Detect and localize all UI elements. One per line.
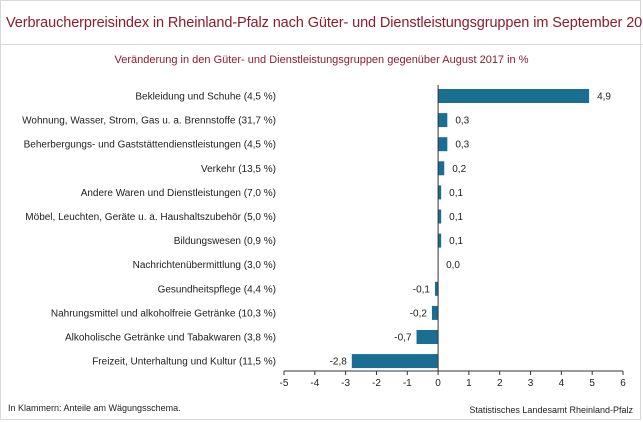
x-tick-label: -2 [372,378,381,389]
bar [438,89,590,103]
bar [438,233,442,248]
value-label: 0,1 [449,188,463,199]
category-label: Beherbergungs- und Gaststättendienstleis… [24,140,276,151]
source-note: Statistisches Landesamt Rheinland-Pfalz [469,405,633,415]
category-label: Alkoholische Getränke und Tabakwaren (3,… [65,333,276,344]
value-label: -0,1 [413,284,431,295]
chart-title: Verbraucherpreisindex in Rheinland-Pfalz… [6,15,643,31]
bar [438,137,448,152]
footnote: In Klammern: Anteile am Wägungsschema. [8,403,181,413]
category-label: Andere Waren und Dienstleistungen (7,0 %… [81,188,276,199]
value-label: -2,8 [330,357,348,368]
value-label: 0,3 [455,116,469,127]
value-label: 0,1 [449,236,463,247]
bar [416,330,439,344]
chart-subtitle: Veränderung in den Güter- und Dienstleis… [114,54,529,66]
x-tick-label: 2 [497,378,503,389]
x-tick-label: 3 [528,378,534,389]
x-tick-label: -4 [310,378,319,389]
category-label: Nahrungsmittel und alkoholfreie Getränke… [51,308,276,319]
category-label: Möbel, Leuchten, Geräte u. a. Haushaltsz… [25,212,276,223]
value-label: -0,7 [394,333,412,344]
x-tick-label: 5 [589,378,595,389]
bar [351,354,439,369]
bar [431,305,439,320]
value-label: 0,2 [452,164,466,175]
x-tick-label: 1 [466,378,472,389]
bar [438,185,442,200]
bar [438,209,442,224]
x-tick-label: -5 [280,378,289,389]
category-label: Bildungswesen (0,9 %) [174,236,276,247]
value-label: 0,0 [446,260,460,271]
category-label: Verkehr (13,5 %) [201,164,276,175]
category-label: Nachrichtenübermittlung (3,0 %) [133,260,276,271]
value-label: 0,1 [449,212,463,223]
category-label: Freizeit, Unterhaltung und Kultur (11,5 … [92,357,276,368]
category-label: Wohnung, Wasser, Strom, Gas u. a. Brenns… [22,116,276,127]
category-label: Gesundheitspflege (4,4 %) [158,284,276,295]
x-tick-label: 6 [620,378,626,389]
value-label: 4,9 [597,92,611,103]
bar [435,281,439,296]
bar [438,113,448,128]
value-label: 0,3 [455,140,469,151]
bar [438,161,445,176]
title-divider [0,44,643,45]
x-tick-label: -1 [403,378,412,389]
x-tick-label: -3 [341,378,350,389]
value-label: -0,2 [410,308,428,319]
x-tick-label: 4 [559,378,565,389]
category-label: Bekleidung und Schuhe (4,5 %) [135,92,276,103]
x-tick-label: 0 [435,378,441,389]
